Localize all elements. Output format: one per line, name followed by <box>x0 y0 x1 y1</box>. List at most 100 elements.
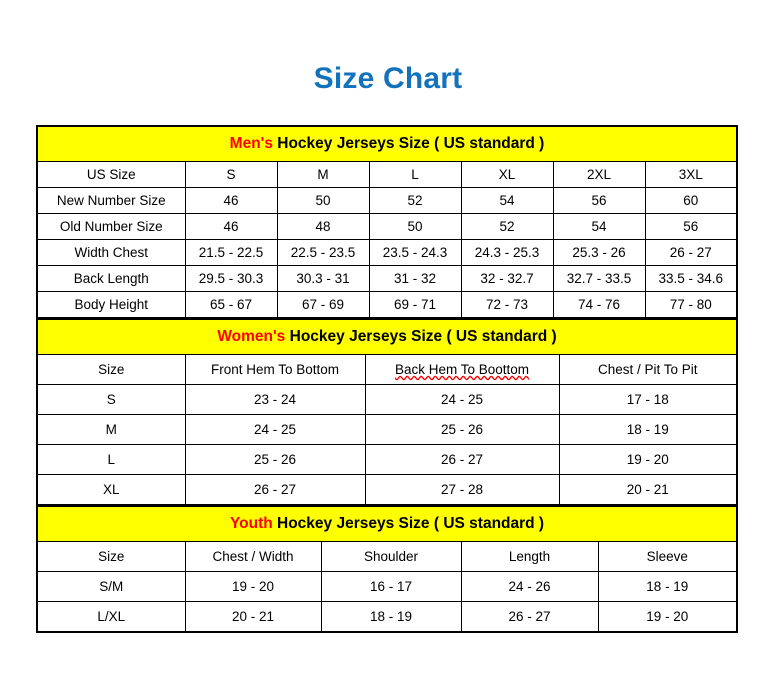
mens-header-row: US Size S M L XL 2XL 3XL <box>36 161 738 188</box>
table-cell: 27 - 28 <box>364 474 560 505</box>
mens-size-table: Men's Hockey Jerseys Size ( US standard … <box>36 125 738 318</box>
table-cell: 19 - 20 <box>184 571 322 602</box>
page-title: Size Chart <box>313 62 463 95</box>
table-cell: 16 - 17 <box>320 571 462 602</box>
table-cell: 69 - 71 <box>368 291 462 318</box>
mens-col-header: 3XL <box>644 161 738 188</box>
table-cell: 19 - 20 <box>597 601 738 632</box>
table-row: Back Length 29.5 - 30.3 30.3 - 31 31 - 3… <box>36 265 738 292</box>
table-cell: 24.3 - 25.3 <box>460 239 554 266</box>
row-label: S/M <box>36 571 186 602</box>
table-cell: 26 - 27 <box>184 474 366 505</box>
misspelled-text: Back Hem To Boottom <box>394 362 530 377</box>
row-label: XL <box>36 474 186 505</box>
row-label: M <box>36 414 186 445</box>
mens-banner: Men's Hockey Jerseys Size ( US standard … <box>37 126 737 162</box>
table-row: Body Height 65 - 67 67 - 69 69 - 71 72 -… <box>36 291 738 318</box>
table-cell: 60 <box>644 187 738 214</box>
womens-col-header: Size <box>36 354 186 385</box>
table-row: New Number Size 46 50 52 54 56 60 <box>36 187 738 214</box>
table-cell: 54 <box>552 213 646 240</box>
womens-banner-rest: Hockey Jerseys Size ( US standard ) <box>285 328 557 345</box>
row-label: S <box>36 384 186 415</box>
youth-size-table: Youth Hockey Jerseys Size ( US standard … <box>36 505 739 633</box>
table-cell: 24 - 25 <box>364 384 560 415</box>
table-row: Old Number Size 46 48 50 52 54 56 <box>36 213 738 240</box>
table-cell: 18 - 19 <box>558 414 738 445</box>
table-cell: 46 <box>184 187 278 214</box>
table-cell: 48 <box>276 213 370 240</box>
table-cell: 50 <box>368 213 462 240</box>
mens-banner-rest: Hockey Jerseys Size ( US standard ) <box>272 135 545 152</box>
table-cell: 18 - 19 <box>320 601 462 632</box>
womens-banner-accent: Women's <box>217 328 286 345</box>
table-cell: 24 - 26 <box>460 571 599 602</box>
mens-col-header: M <box>276 161 370 188</box>
womens-size-table: Women's Hockey Jerseys Size ( US standar… <box>36 318 738 505</box>
table-cell: 24 - 25 <box>184 414 366 445</box>
table-cell: 22.5 - 23.5 <box>276 239 370 266</box>
table-cell: 30.3 - 31 <box>276 265 370 292</box>
table-cell: 72 - 73 <box>460 291 554 318</box>
youth-col-header: Shoulder <box>320 541 462 572</box>
table-cell: 74 - 76 <box>552 291 646 318</box>
youth-col-header: Size <box>36 541 186 572</box>
mens-col-header: US Size <box>36 161 186 188</box>
table-row: XL 26 - 27 27 - 28 20 - 21 <box>36 474 738 505</box>
table-cell: 18 - 19 <box>597 571 738 602</box>
table-cell: 29.5 - 30.3 <box>184 265 278 292</box>
row-label: Body Height <box>36 291 186 318</box>
womens-header-row: Size Front Hem To Bottom Back Hem To Boo… <box>36 354 738 385</box>
mens-col-header: S <box>184 161 278 188</box>
table-cell: 52 <box>368 187 462 214</box>
table-cell: 46 <box>184 213 278 240</box>
table-cell: 26 - 27 <box>364 444 560 475</box>
table-cell: 25 - 26 <box>364 414 560 445</box>
row-label: Old Number Size <box>36 213 186 240</box>
youth-banner-rest: Hockey Jerseys Size ( US standard ) <box>272 515 545 532</box>
mens-col-header: L <box>368 161 462 188</box>
size-tables-container: Men's Hockey Jerseys Size ( US standard … <box>36 125 739 633</box>
youth-banner: Youth Hockey Jerseys Size ( US standard … <box>37 506 738 542</box>
table-cell: 52 <box>460 213 554 240</box>
table-row: Width Chest 21.5 - 22.5 22.5 - 23.5 23.5… <box>36 239 738 266</box>
youth-header-row: Size Chest / Width Shoulder Length Sleev… <box>36 541 738 572</box>
table-row: L 25 - 26 26 - 27 19 - 20 <box>36 444 738 475</box>
table-cell: 25 - 26 <box>184 444 366 475</box>
table-cell: 56 <box>644 213 738 240</box>
row-label: L <box>36 444 186 475</box>
table-cell: 33.5 - 34.6 <box>644 265 738 292</box>
row-label: New Number Size <box>36 187 186 214</box>
youth-banner-accent: Youth <box>229 515 273 532</box>
table-cell: 25.3 - 26 <box>552 239 646 266</box>
row-label: L/XL <box>36 601 186 632</box>
table-cell: 56 <box>552 187 646 214</box>
mens-col-header: XL <box>460 161 554 188</box>
table-cell: 32 - 32.7 <box>460 265 554 292</box>
table-cell: 50 <box>276 187 370 214</box>
table-cell: 20 - 21 <box>184 601 322 632</box>
womens-col-header-misspelled: Back Hem To Boottom <box>364 354 560 385</box>
mens-banner-row: Men's Hockey Jerseys Size ( US standard … <box>37 126 737 162</box>
womens-banner-row: Women's Hockey Jerseys Size ( US standar… <box>37 319 737 355</box>
table-cell: 26 - 27 <box>644 239 738 266</box>
table-cell: 65 - 67 <box>184 291 278 318</box>
youth-col-header: Chest / Width <box>184 541 322 572</box>
row-label: Back Length <box>36 265 186 292</box>
youth-banner-row: Youth Hockey Jerseys Size ( US standard … <box>37 506 738 542</box>
table-cell: 17 - 18 <box>558 384 738 415</box>
youth-col-header: Sleeve <box>597 541 738 572</box>
table-row: L/XL 20 - 21 18 - 19 26 - 27 19 - 20 <box>36 601 738 632</box>
mens-col-header: 2XL <box>552 161 646 188</box>
table-cell: 77 - 80 <box>644 291 738 318</box>
table-row: M 24 - 25 25 - 26 18 - 19 <box>36 414 738 445</box>
table-row: S/M 19 - 20 16 - 17 24 - 26 18 - 19 <box>36 571 738 602</box>
table-cell: 19 - 20 <box>558 444 738 475</box>
youth-col-header: Length <box>460 541 599 572</box>
womens-banner: Women's Hockey Jerseys Size ( US standar… <box>37 319 737 355</box>
table-cell: 23.5 - 24.3 <box>368 239 462 266</box>
table-cell: 32.7 - 33.5 <box>552 265 646 292</box>
table-cell: 21.5 - 22.5 <box>184 239 278 266</box>
womens-col-header: Front Hem To Bottom <box>184 354 366 385</box>
